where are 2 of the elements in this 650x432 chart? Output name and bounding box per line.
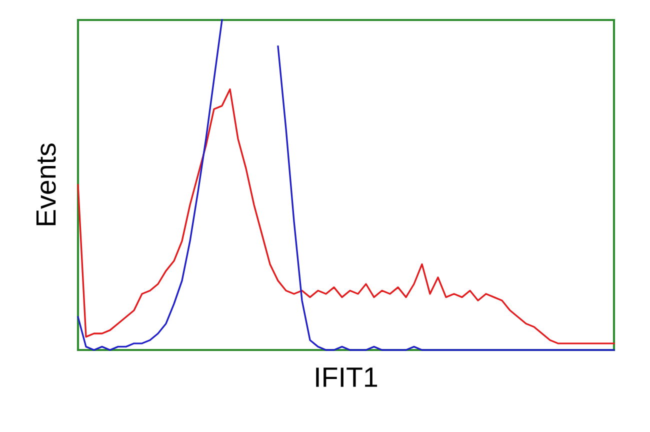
x-axis-title: IFIT1 [316,368,378,387]
y-axis-title: Events [36,144,56,226]
